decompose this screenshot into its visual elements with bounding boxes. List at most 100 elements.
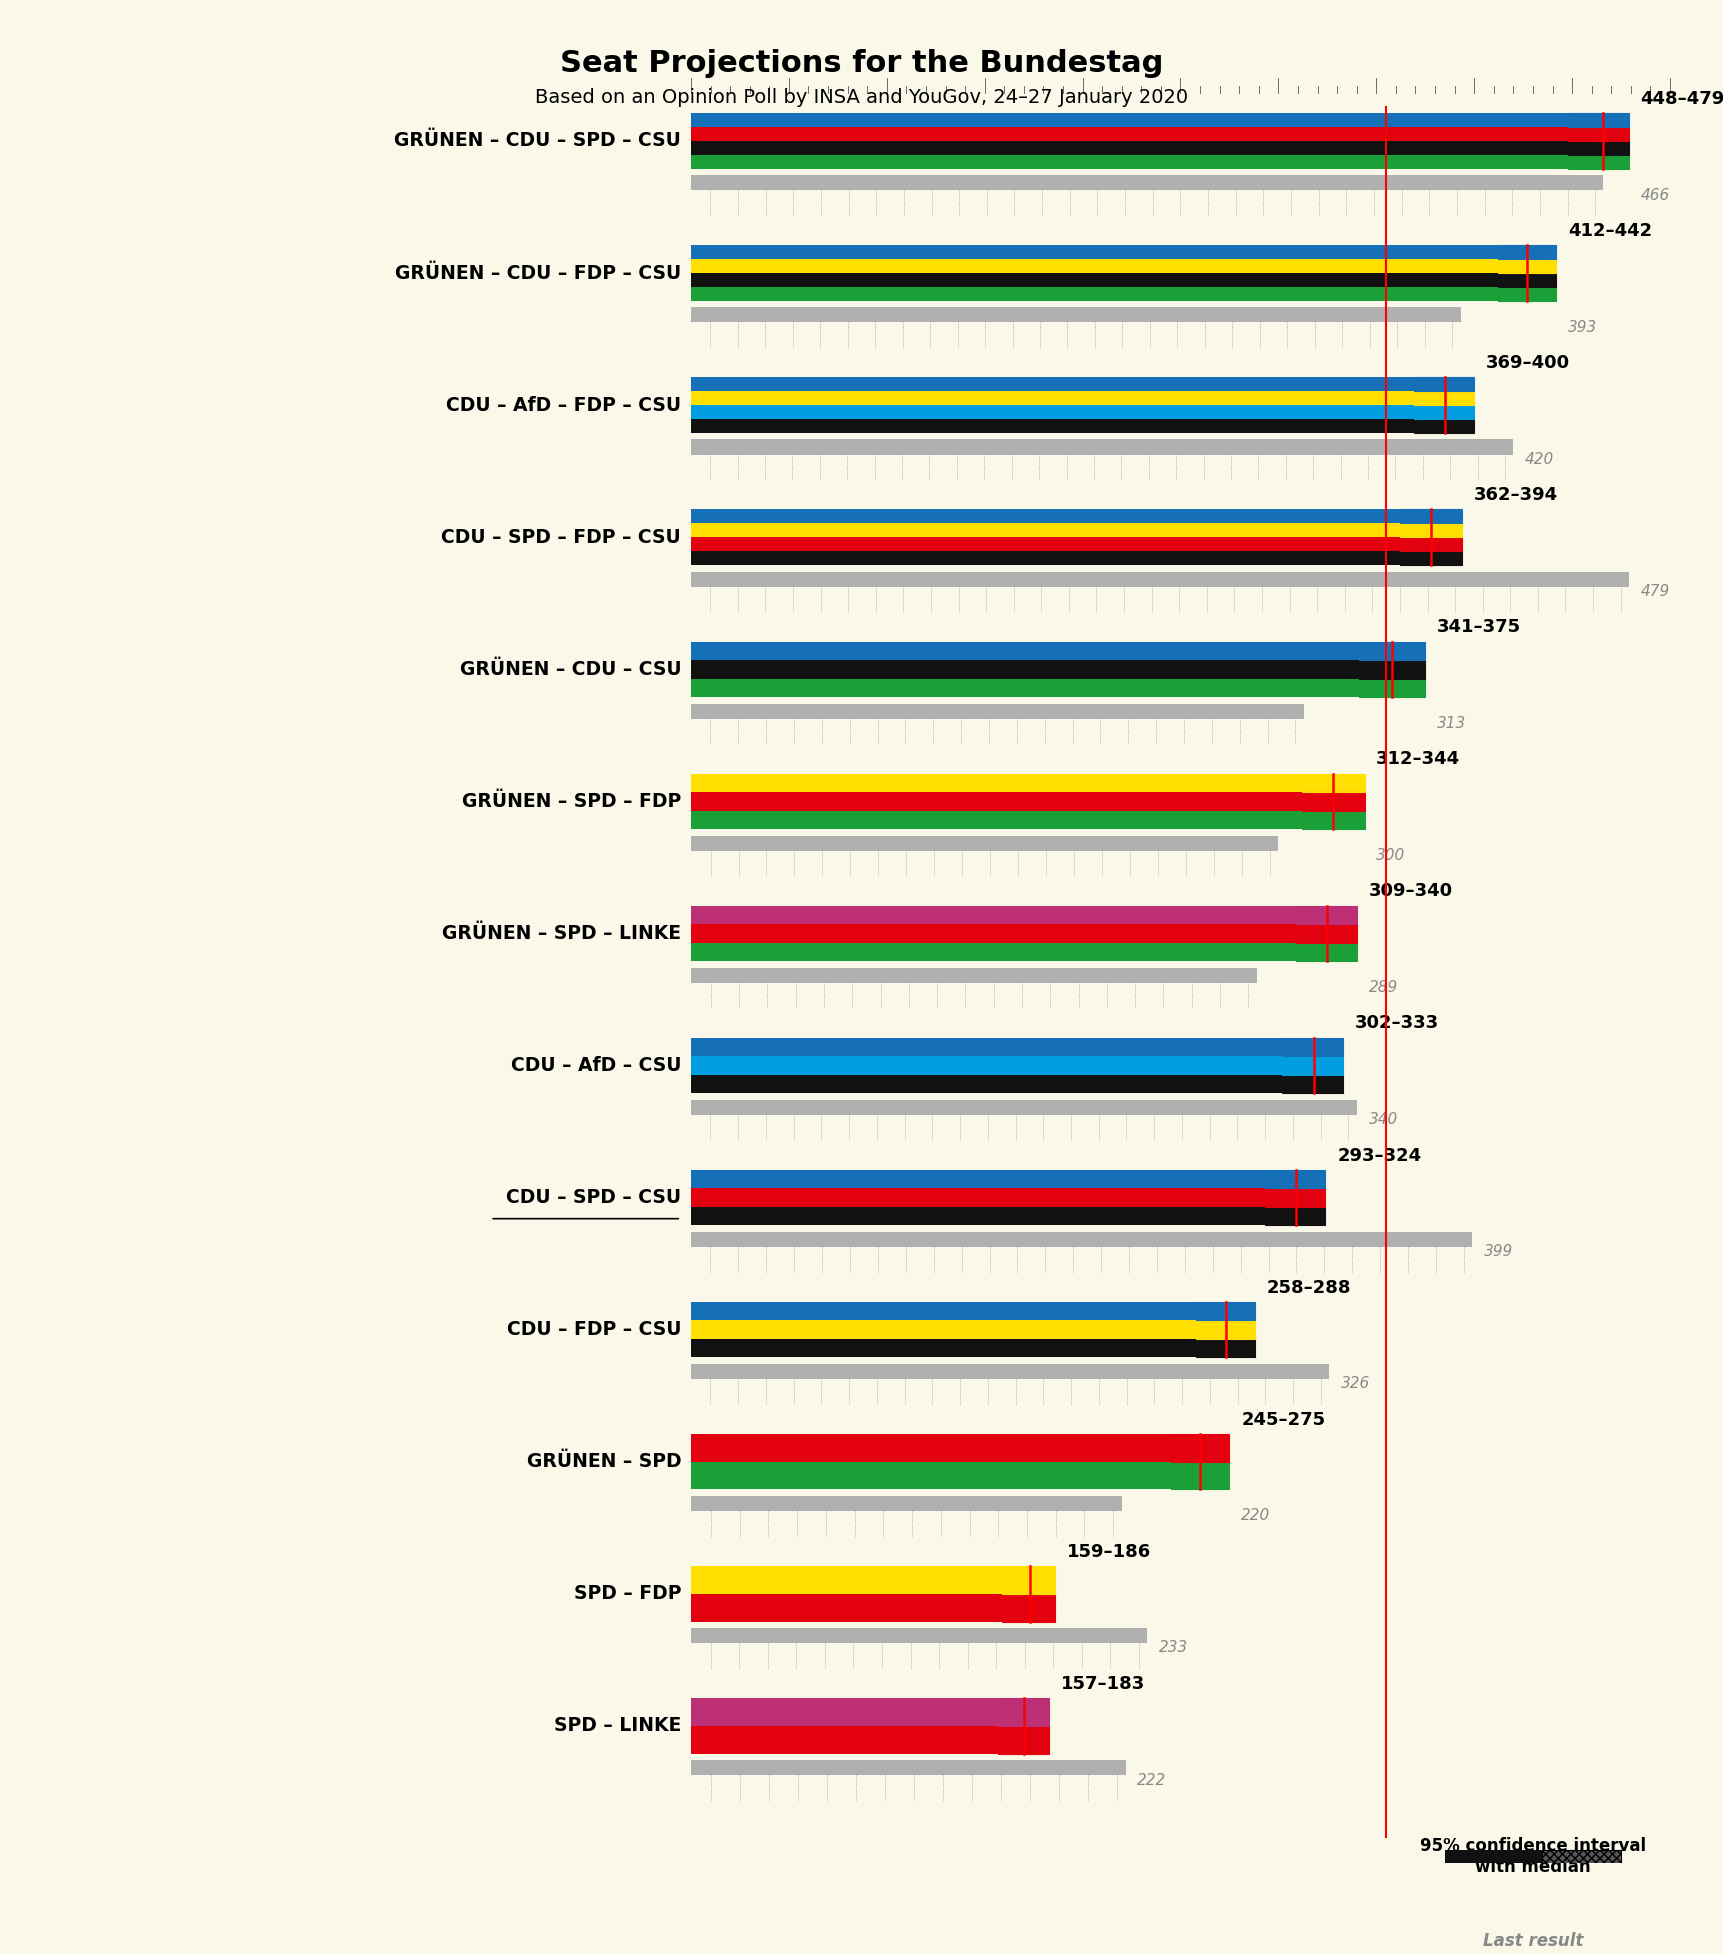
Bar: [1568, 141, 1628, 154]
Bar: [1196, 1321, 1254, 1338]
Bar: [691, 1462, 1228, 1489]
Text: 312–344: 312–344: [1375, 750, 1459, 768]
Bar: [691, 703, 1303, 719]
Bar: [1568, 141, 1628, 154]
Bar: [1399, 537, 1461, 551]
Text: 362–394: 362–394: [1473, 487, 1558, 504]
Bar: [691, 246, 1556, 260]
Bar: [691, 1321, 1254, 1338]
Bar: [1296, 907, 1356, 924]
Bar: [691, 836, 1278, 850]
Bar: [691, 1188, 1325, 1208]
Bar: [1413, 418, 1473, 434]
Bar: [691, 418, 1473, 434]
Bar: [1170, 1462, 1228, 1489]
Bar: [1413, 391, 1473, 404]
Bar: [691, 274, 1556, 287]
Bar: [1301, 811, 1365, 828]
Bar: [691, 1364, 1328, 1380]
Bar: [1444, 1850, 1549, 1895]
Bar: [1358, 660, 1425, 678]
Bar: [1001, 1565, 1054, 1594]
Bar: [691, 1628, 1146, 1669]
Text: 159–186: 159–186: [1067, 1544, 1151, 1561]
Bar: [691, 1761, 1125, 1776]
Bar: [691, 811, 1365, 828]
Bar: [1497, 260, 1556, 274]
Bar: [1497, 274, 1556, 287]
Bar: [691, 551, 1461, 565]
Bar: [1265, 1208, 1325, 1225]
Text: 222: 222: [1137, 1772, 1166, 1788]
Bar: [691, 791, 1365, 811]
Bar: [1301, 774, 1365, 791]
Bar: [1497, 246, 1556, 260]
Bar: [691, 660, 1425, 678]
Bar: [1399, 551, 1461, 565]
Bar: [691, 176, 1602, 190]
Text: SPD – LINKE: SPD – LINKE: [553, 1716, 681, 1735]
Text: GRÜNEN – SPD – LINKE: GRÜNEN – SPD – LINKE: [441, 924, 681, 944]
Text: 479: 479: [1640, 584, 1670, 598]
Bar: [691, 524, 1461, 537]
Bar: [691, 967, 1256, 983]
Bar: [691, 176, 1602, 190]
Text: Last result: Last result: [1482, 1933, 1582, 1950]
Bar: [1265, 1188, 1325, 1208]
Text: CDU – SPD – FDP – CSU: CDU – SPD – FDP – CSU: [441, 528, 681, 547]
Bar: [1497, 274, 1556, 287]
Bar: [691, 1231, 1471, 1247]
Bar: [691, 1761, 1125, 1800]
Bar: [1001, 1594, 1054, 1622]
Bar: [691, 1038, 1342, 1057]
Bar: [691, 307, 1459, 322]
Bar: [691, 1497, 1122, 1536]
Bar: [1568, 154, 1628, 168]
Text: 399: 399: [1484, 1245, 1513, 1258]
Text: 157–183: 157–183: [1060, 1675, 1144, 1692]
Bar: [1196, 1301, 1254, 1321]
Bar: [691, 391, 1473, 404]
Bar: [691, 404, 1473, 418]
Bar: [1301, 791, 1365, 811]
Bar: [691, 1698, 1049, 1725]
Bar: [691, 1565, 1054, 1594]
Bar: [691, 703, 1303, 719]
Bar: [1413, 418, 1473, 434]
Bar: [691, 537, 1461, 551]
Bar: [1265, 1170, 1325, 1188]
Bar: [1568, 127, 1628, 141]
Bar: [691, 1497, 1122, 1510]
Bar: [691, 1170, 1325, 1188]
Text: 233: 233: [1158, 1641, 1187, 1655]
Bar: [691, 377, 1473, 391]
Bar: [1413, 404, 1473, 418]
Text: 300: 300: [1375, 848, 1404, 864]
Bar: [1358, 660, 1425, 678]
Bar: [691, 1364, 1328, 1403]
Text: 258–288: 258–288: [1266, 1278, 1351, 1297]
Bar: [1282, 1038, 1342, 1057]
Bar: [1497, 287, 1556, 301]
Bar: [998, 1725, 1049, 1753]
Bar: [691, 510, 1461, 524]
Bar: [691, 1208, 1325, 1225]
Bar: [1196, 1321, 1254, 1338]
Text: 420: 420: [1525, 451, 1554, 467]
Text: 326: 326: [1340, 1376, 1370, 1391]
Text: SPD – FDP: SPD – FDP: [574, 1585, 681, 1604]
Bar: [1444, 1901, 1620, 1925]
Bar: [691, 573, 1628, 586]
Text: 289: 289: [1368, 981, 1397, 995]
Text: GRÜNEN – SPD: GRÜNEN – SPD: [526, 1452, 681, 1471]
Bar: [1296, 924, 1356, 942]
Text: 393: 393: [1568, 320, 1597, 334]
Bar: [1170, 1462, 1228, 1489]
Bar: [1282, 1075, 1342, 1092]
Bar: [1568, 127, 1628, 141]
Bar: [1497, 260, 1556, 274]
Bar: [1265, 1208, 1325, 1225]
Bar: [1497, 246, 1556, 260]
Bar: [691, 942, 1356, 961]
Text: 302–333: 302–333: [1354, 1014, 1439, 1032]
